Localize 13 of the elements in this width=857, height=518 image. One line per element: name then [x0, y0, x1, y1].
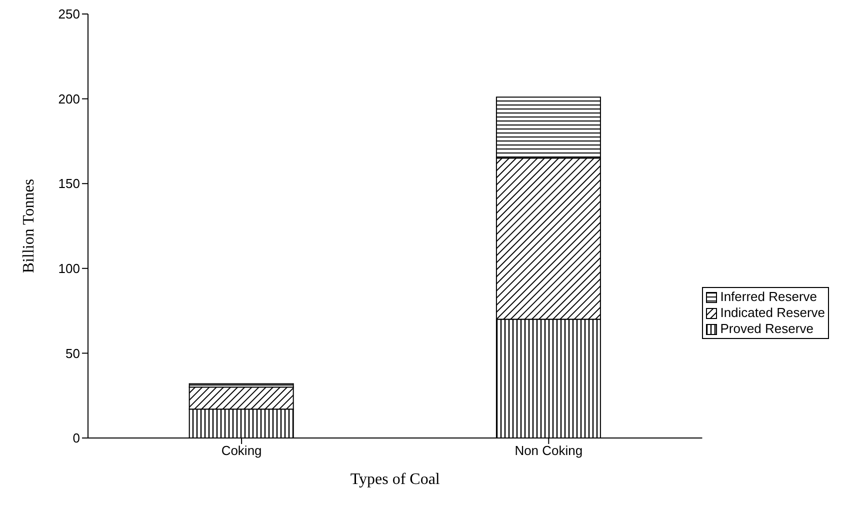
y-tick-label: 50 — [66, 346, 80, 361]
y-tick-label: 100 — [58, 261, 80, 276]
legend-label: Indicated Reserve — [720, 305, 825, 321]
y-tick-label: 200 — [58, 91, 80, 106]
legend-label: Inferred Reserve — [720, 289, 818, 305]
y-tick-label: 150 — [58, 176, 80, 192]
y-tick-label: 250 — [58, 6, 80, 22]
legend-label: Proved Reserve — [720, 321, 814, 337]
y-axis-title: Billion Tonnes — [20, 178, 38, 274]
x-axis-title: Types of Coal — [350, 471, 440, 488]
x-tick-label: Non Coking — [514, 443, 583, 458]
x-tick-label: Coking — [221, 443, 262, 458]
y-tick-label: 0 — [72, 430, 80, 446]
